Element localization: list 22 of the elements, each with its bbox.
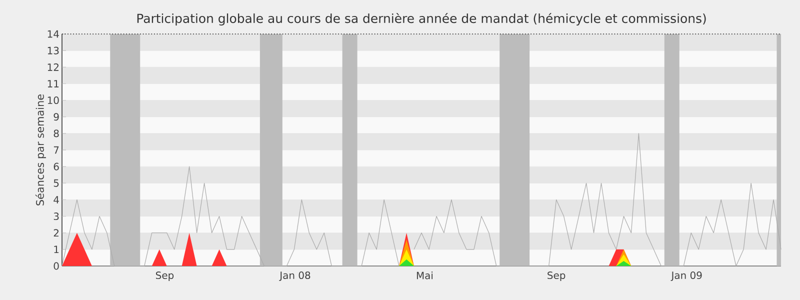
x-tick-label: Mai xyxy=(416,272,433,280)
y-tick-label: 7 xyxy=(54,146,59,154)
y-tick-label: 13 xyxy=(48,46,59,54)
y-tick-label: 14 xyxy=(48,30,59,38)
y-tick-label: 6 xyxy=(54,162,59,170)
y-tick-label: 0 xyxy=(54,262,59,270)
y-tick-label: 12 xyxy=(48,63,58,71)
y-tick-label: 3 xyxy=(54,212,59,220)
y-tick-label: 11 xyxy=(48,80,59,88)
y-tick-label: 1 xyxy=(54,246,59,254)
y-tick-label: 8 xyxy=(54,130,59,138)
y-tick-label: 4 xyxy=(54,196,59,204)
y-tick-label: 5 xyxy=(54,179,59,187)
x-tick-label: Sep xyxy=(548,272,566,281)
y-tick-label: 9 xyxy=(54,113,59,121)
x-tick-label: Jan 08 xyxy=(279,272,310,281)
y-axis-title: Séances par semaine xyxy=(35,94,46,206)
x-tick-label: Sep xyxy=(156,272,174,281)
x-tick-label: Jan 09 xyxy=(670,272,702,281)
y-tick-label: 2 xyxy=(54,229,58,237)
y-tick-label: 10 xyxy=(48,96,59,104)
chart-title: Participation globale au cours de sa dernière année de mandat (hémicycle et commissions) xyxy=(137,12,706,26)
